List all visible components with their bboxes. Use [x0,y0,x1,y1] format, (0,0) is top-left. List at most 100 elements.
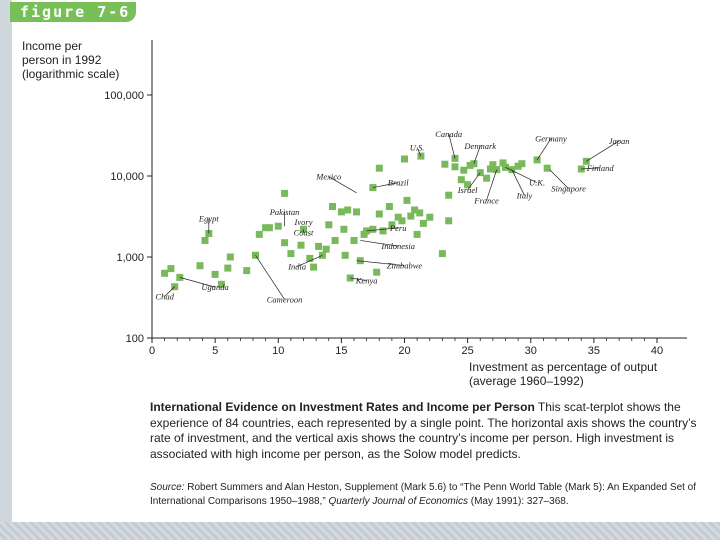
data-point [217,280,225,288]
data-point [401,155,408,163]
annotation-label: Japan [609,136,630,146]
data-point [470,160,478,168]
data-point [451,154,459,162]
data-point [413,230,421,238]
data-point [287,250,295,258]
source-note: Source: Robert Summers and Alan Heston, … [150,481,710,508]
data-point [373,268,381,276]
annotation-leader-line [536,138,552,161]
annotation-label: Denmark [463,141,496,151]
annotation-label: Italy [516,190,533,200]
data-point [337,208,345,216]
data-point [398,217,406,225]
data-point [385,203,393,210]
x-axis-label-line-2: (average 1960–1992) [469,374,584,388]
data-point [344,206,352,214]
annotation-leader-line [586,140,620,162]
y-axis-label-line-3: (logarithmic scale) [22,67,120,81]
annotation-leader-line [448,133,456,159]
annotation-label: Finland [586,163,615,173]
y-tick-label: 100,000 [104,90,144,102]
data-point [426,213,434,221]
data-point [464,181,472,189]
data-point [460,166,468,174]
data-point [486,165,494,173]
data-point [281,239,289,247]
data-point [274,222,282,230]
annotation-leader-line [416,147,422,157]
data-point [518,160,526,168]
x-tick-label: 20 [398,345,410,357]
data-point [369,225,377,233]
annotation-leader-line [511,169,525,196]
data-point [483,174,491,182]
data-point [489,161,497,169]
data-point [329,203,336,210]
annotation-label: France [473,195,499,205]
data-point [340,225,348,233]
annotation-label: Uganda [201,282,228,292]
data-point [445,217,453,225]
data-point [416,209,424,217]
annotation-label: Singapore [551,184,586,194]
x-tick-label: 35 [588,345,600,357]
annotation-leader-line [255,255,285,300]
data-point [375,210,383,218]
annotation-leader-line [473,145,481,164]
annotation-leader-line [467,172,481,191]
data-point [411,206,419,214]
scatter-chart: 0 5 10 15 20 25 30 35 40 100 1,000 10,000 100,000 Jap… [104,40,687,357]
data-point [252,251,259,259]
annotation-label: Zimbabwe [387,261,423,271]
y-axis-label-line-1: Income per [22,39,83,53]
x-tick-label: 10 [272,345,284,357]
data-point [353,208,360,216]
annotation-label: Indonesia [380,241,415,251]
annotation-leader-line [164,286,175,297]
caption-body: This scat-terplot shows the experience o… [150,400,697,461]
y-tick-label: 100 [126,333,144,345]
x-axis-label-line-1: Investment as percentage of output [469,360,658,374]
data-point [363,227,371,235]
caption-title: International Evidence on Investment Rat… [150,400,535,414]
data-point [356,257,364,265]
data-point [224,264,232,272]
data-point [161,269,169,277]
data-point [407,212,415,220]
data-point [476,169,484,177]
annotation-leader-line [350,277,367,281]
annotation-label: Peru [389,223,407,233]
data-point [226,253,234,261]
x-tick-label: 0 [149,345,155,357]
data-point [322,245,330,253]
y-axis-label: Income per person in 1992 (logarithmic s… [22,39,119,81]
annotation-leader-line [366,227,399,232]
x-tick-label: 25 [462,345,474,357]
annotation-label: Egypt [198,213,219,223]
x-tick-label: 15 [335,345,347,357]
data-point [331,237,339,244]
data-point [306,254,314,262]
annotation-leader-line [505,167,538,183]
source-citation-end: (May 1991): 327–368. [470,495,569,507]
data-point [369,184,377,192]
data-point [201,237,209,244]
data-point [499,159,507,167]
data-point [281,189,289,197]
data-point [211,270,219,278]
data-point [262,224,270,232]
x-axis-label: Investment as percentage of output (aver… [469,360,657,388]
data-point [438,250,446,258]
data-point [451,163,459,171]
data-point [350,237,358,244]
data-point [315,242,323,250]
data-point [466,161,474,169]
y-axis-label-line-2: person in 1992 [22,53,102,67]
data-point [394,213,402,221]
annotation-leader-line [581,167,601,170]
data-point [265,224,273,232]
source-journal: Quarterly Journal of Economics [328,495,468,507]
annotation-label: Canada [435,129,462,139]
annotation-leader-line [549,169,569,189]
annotation-leader-line [328,176,357,194]
